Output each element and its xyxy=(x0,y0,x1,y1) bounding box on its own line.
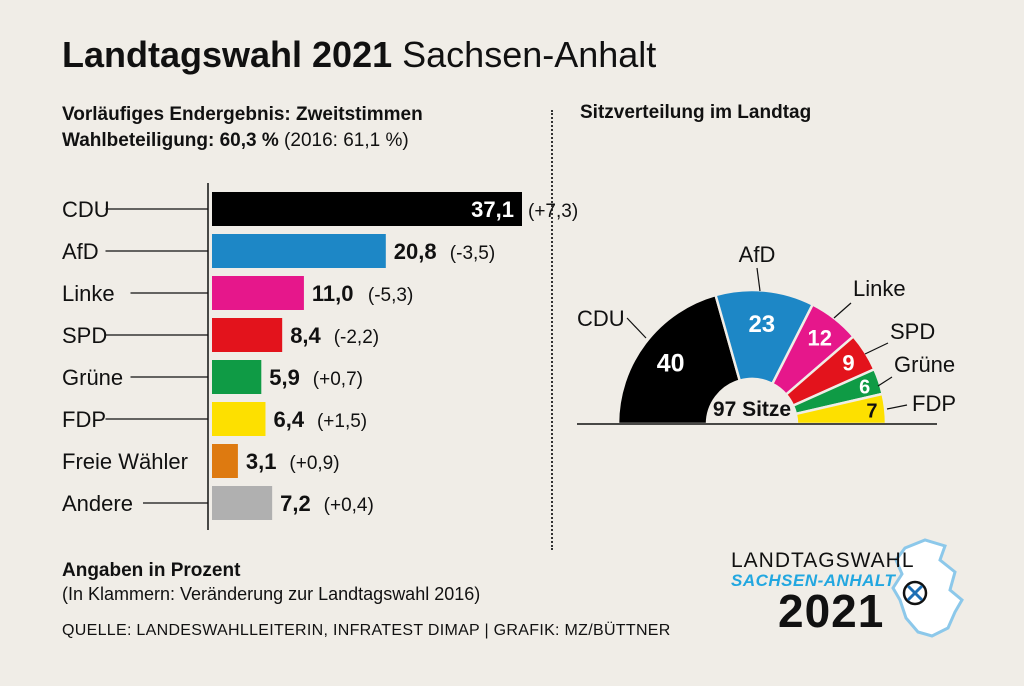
seat-chart: 40 23 12 96 7 97 Sitze CDU AfD Linke SPD Grüne FDP xyxy=(577,242,956,426)
bar-value-label: 6,4 xyxy=(273,407,304,432)
bar-value-label: 7,2 xyxy=(280,491,311,516)
seat-party-label: SPD xyxy=(890,319,935,344)
seat-leader-line xyxy=(886,404,908,410)
bar-label: Linke xyxy=(62,281,115,306)
seat-value-label: 12 xyxy=(808,325,832,350)
logo-line2: SACHSEN-ANHALT xyxy=(731,571,896,590)
title-region: Sachsen-Anhalt xyxy=(402,34,657,75)
bar-chart-subtitle: Vorläufiges Endergebnis: Zweitstimmen Wa… xyxy=(62,102,423,154)
bar-value-label: 11,0 xyxy=(312,281,354,306)
bar-label: AfD xyxy=(62,239,99,264)
seat-party-label: Linke xyxy=(853,276,906,301)
bar-label: SPD xyxy=(62,323,107,348)
logo-line1: LANDTAGSWAHL xyxy=(731,549,915,572)
bar xyxy=(212,318,283,352)
seat-party-label: CDU xyxy=(577,306,625,331)
bar-change-label: (+7,3) xyxy=(528,201,578,222)
seat-leader-line xyxy=(756,267,761,292)
seat-leader-line xyxy=(626,317,647,339)
seat-leader-line xyxy=(877,376,893,387)
turnout-line: Wahlbeteiligung: 60,3 % (2016: 61,1 %) xyxy=(62,128,423,154)
bar-change-label: (-3,5) xyxy=(450,243,495,264)
bar-label: Freie Wähler xyxy=(62,449,188,474)
bar-label: FDP xyxy=(62,407,106,432)
bar-change-label: (+0,4) xyxy=(324,495,374,516)
seat-slice xyxy=(616,293,742,426)
bar-change-label: (+0,7) xyxy=(313,369,363,390)
bar xyxy=(212,276,304,310)
seat-party-label: AfD xyxy=(739,242,776,267)
footer-unit-note: Angaben in Prozent xyxy=(62,560,241,581)
bar-label: CDU xyxy=(62,197,110,222)
bar xyxy=(212,444,238,478)
bar xyxy=(212,360,262,394)
seat-value-label: 23 xyxy=(748,311,775,338)
seat-party-label: FDP xyxy=(912,391,956,416)
seat-leader-line xyxy=(833,302,852,319)
bar-value-label: 3,1 xyxy=(246,449,277,474)
bar-change-label: (+1,5) xyxy=(317,411,367,432)
seat-slice xyxy=(714,288,815,386)
bar-change-label: (+0,9) xyxy=(289,453,339,474)
bar-change-label: (-2,2) xyxy=(334,327,379,348)
seat-value-label: 7 xyxy=(866,401,877,423)
bar-value-label: 8,4 xyxy=(290,323,321,348)
turnout-prev: (2016: 61,1 %) xyxy=(284,130,409,151)
bar-chart: CDU 37,1 (+7,3) AfD 20,8 (-3,5) Linke 11,0 (-5,3… xyxy=(62,183,578,530)
title-bold: Landtagswahl 2021 xyxy=(62,34,393,75)
turnout-label: Wahlbeteiligung: 60,3 % xyxy=(62,130,279,151)
seat-party-label: Grüne xyxy=(894,352,955,377)
bar xyxy=(212,402,266,436)
logo-year: 2021 xyxy=(778,585,885,637)
seat-leader-line xyxy=(864,342,889,355)
bar xyxy=(212,192,522,226)
footer-source: QUELLE: LANDESWAHLLEITERIN, INFRATEST DI… xyxy=(62,622,671,639)
page-title: Landtagswahl 2021 Sachsen-Anhalt xyxy=(62,34,656,76)
bar-value-label: 5,9 xyxy=(269,365,300,390)
seat-value-label: 40 xyxy=(657,349,685,377)
bar-label: Grüne xyxy=(62,365,123,390)
subtitle-line1: Vorläufiges Endergebnis: Zweitstimmen xyxy=(62,104,423,125)
seat-chart-title: Sitzverteilung im Landtag xyxy=(580,102,812,123)
bar xyxy=(212,234,386,268)
seat-total-label: 97 Sitze xyxy=(713,398,791,421)
bar xyxy=(212,486,273,520)
column-divider xyxy=(551,110,553,550)
seat-value-label: 6 xyxy=(859,376,870,398)
bar-value-label: 20,8 xyxy=(394,239,437,264)
bar-label: Andere xyxy=(62,491,133,516)
seat-value-label: 9 xyxy=(842,350,854,375)
bar-change-label: (-5,3) xyxy=(368,285,413,306)
footer-change-note: (In Klammern: Veränderung zur Landtagswa… xyxy=(62,584,481,604)
bar-value-label: 37,1 xyxy=(471,197,514,222)
state-map-icon xyxy=(891,538,964,638)
